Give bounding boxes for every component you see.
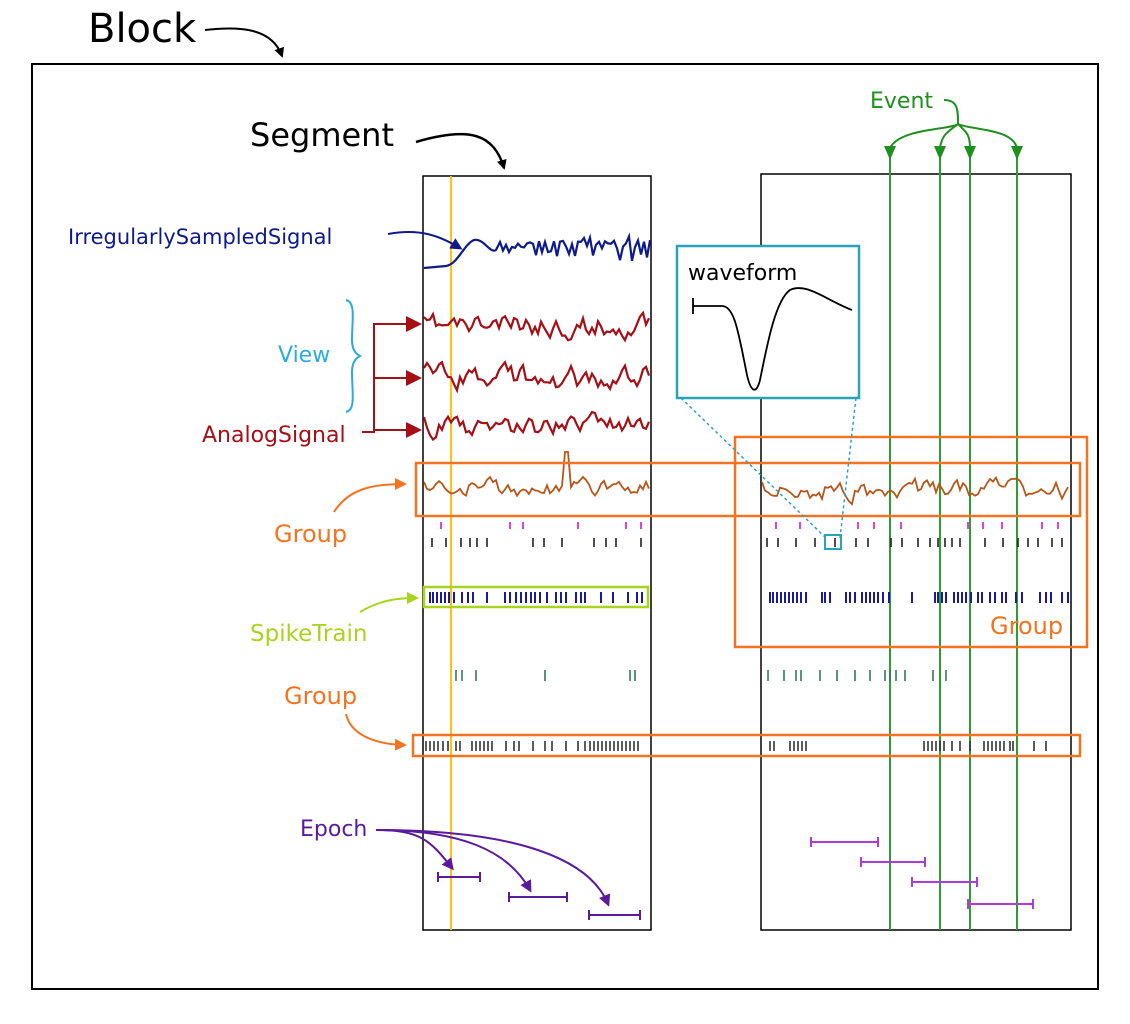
- group-box-spike-row: [411, 733, 1082, 758]
- group-signal-trace-right: [761, 475, 1069, 506]
- spiketrain-arrow: [359, 592, 419, 613]
- segment-frame-left: [422, 175, 652, 931]
- group-label-2: Group: [990, 612, 1063, 640]
- group-box-right-segment: [733, 435, 1089, 649]
- group-arrow-3: [345, 713, 407, 751]
- waveform-box: [675, 244, 861, 400]
- analog-signal-trace-2: [423, 359, 651, 394]
- spike-row-teal: [455, 670, 947, 681]
- analog-signal-label: AnalogSignal: [202, 423, 346, 448]
- event-label: Event: [870, 89, 933, 114]
- group-signal-trace-left: [423, 451, 650, 498]
- epoch-intervals-right: [810, 837, 1034, 909]
- view-label: View: [278, 343, 330, 368]
- epoch-arrows: [375, 829, 611, 907]
- irregular-signal-label: IrregularlySampledSignal: [68, 225, 332, 249]
- irregular-signal-arrow: [387, 230, 463, 250]
- block-frame: [31, 63, 1099, 990]
- group-box-signal-row: [414, 461, 1082, 518]
- segment-frame-right: [760, 173, 1072, 931]
- spike-row-black: [431, 538, 1063, 547]
- event-lines: [889, 150, 1018, 930]
- block-label: Block: [88, 6, 197, 52]
- view-brace: [345, 299, 363, 413]
- spike-row-grouped: [425, 741, 1047, 751]
- spiketrain-label: SpikeTrain: [250, 621, 367, 647]
- waveform-trace: [693, 287, 853, 391]
- spiketrain-box: [422, 585, 650, 609]
- event-arrowheads: [884, 146, 1023, 160]
- analog-signal-trace-1: [423, 310, 650, 343]
- epoch-label: Epoch: [300, 817, 367, 842]
- group-label-3: Group: [284, 682, 357, 710]
- spike-row-blue: [429, 592, 1069, 603]
- epoch-intervals-left: [437, 872, 641, 920]
- analog-signal-trace-3: [422, 410, 651, 442]
- waveform-label: waveform: [688, 261, 797, 286]
- analog-signal-arrowheads: [406, 316, 422, 438]
- irregular-signal-trace: [423, 232, 652, 270]
- event-brace: [889, 99, 1018, 149]
- segment-arrow: [415, 132, 507, 170]
- group-arrow-1: [333, 478, 407, 513]
- segment-label: Segment: [250, 116, 394, 154]
- spike-row-magenta: [440, 522, 1059, 529]
- group-label-1: Group: [274, 520, 347, 548]
- block-arrow: [204, 27, 285, 58]
- waveform-spike-marker: [824, 534, 842, 550]
